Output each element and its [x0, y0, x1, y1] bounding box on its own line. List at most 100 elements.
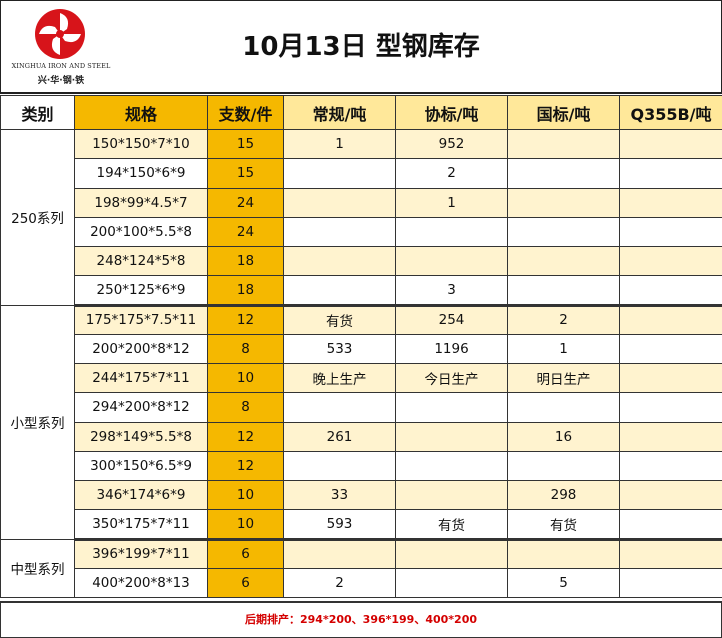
- regular-ton-cell: 533: [283, 333, 396, 365]
- category-cell: 中型系列: [0, 538, 75, 598]
- assoc-ton-cell: [395, 245, 508, 277]
- q355b-ton-cell: [619, 392, 722, 423]
- table-row: 244*175*7*11 10 晚上生产 今日生产 明日生产: [1, 362, 722, 394]
- column-header-national: 国标/吨: [507, 95, 620, 130]
- national-ton-cell: [507, 450, 620, 482]
- regular-ton-cell: 晚上生产: [283, 362, 396, 394]
- table-row: 198*99*4.5*7 24 1: [1, 187, 722, 218]
- regular-ton-cell: [283, 187, 396, 218]
- q355b-ton-cell: [619, 333, 722, 365]
- national-ton-cell: [507, 187, 620, 218]
- assoc-ton-cell: 2: [395, 158, 508, 189]
- regular-ton-cell: 有货: [283, 304, 396, 335]
- regular-ton-cell: 261: [283, 421, 396, 452]
- q355b-ton-cell: [619, 421, 722, 452]
- table-row: 200*200*8*12 8 533 1196 1: [1, 333, 722, 365]
- spec-cell: 248*124*5*8: [74, 245, 208, 277]
- assoc-ton-cell: 1: [395, 187, 508, 218]
- regular-ton-cell: 593: [283, 509, 396, 541]
- q355b-ton-cell: [619, 567, 722, 599]
- table-header-row: 类别 规格 支数/件 常规/吨 协标/吨 国标/吨 Q355B/吨: [0, 95, 722, 130]
- assoc-ton-cell: [395, 392, 508, 423]
- national-ton-cell: 明日生产: [507, 362, 620, 394]
- table-body: 250系列 150*150*7*10 15 1 952 194*150*6*9 15 2 198…: [0, 128, 722, 599]
- spec-cell: 200*200*8*12: [74, 333, 208, 365]
- qty-cell: 8: [207, 392, 284, 423]
- pinwheel-logo-icon: [35, 9, 85, 59]
- assoc-ton-cell: 3: [395, 275, 508, 307]
- national-ton-cell: 5: [507, 567, 620, 599]
- inventory-table: 类别 规格 支数/件 常规/吨 协标/吨 国标/吨 Q355B/吨 250系列 1…: [0, 95, 722, 599]
- spec-cell: 396*199*7*11: [74, 538, 208, 569]
- table-row: 350*175*7*11 10 593 有货 有货: [1, 509, 722, 541]
- spec-cell: 400*200*8*13: [74, 567, 208, 599]
- spec-cell: 200*100*5.5*8: [74, 216, 208, 248]
- q355b-ton-cell: [619, 128, 722, 160]
- column-header-regular: 常规/吨: [283, 95, 396, 130]
- regular-ton-cell: [283, 450, 396, 482]
- national-ton-cell: [507, 158, 620, 189]
- regular-ton-cell: [283, 275, 396, 307]
- assoc-ton-cell: 有货: [395, 509, 508, 541]
- q355b-ton-cell: [619, 479, 722, 511]
- qty-cell: 24: [207, 187, 284, 218]
- national-ton-cell: [507, 275, 620, 307]
- assoc-ton-cell: [395, 479, 508, 511]
- q355b-ton-cell: [619, 245, 722, 277]
- table-row: 194*150*6*9 15 2: [1, 158, 722, 189]
- column-header-assoc: 协标/吨: [395, 95, 508, 130]
- q355b-ton-cell: [619, 216, 722, 248]
- regular-ton-cell: [283, 245, 396, 277]
- brand-name-en: XINGHUA IRON AND STEEL: [11, 62, 111, 70]
- table-row: 346*174*6*9 10 33 298: [1, 479, 722, 511]
- category-cell: 小型系列: [0, 304, 75, 540]
- column-header-qty: 支数/件: [207, 95, 284, 130]
- table-row: 250系列 150*150*7*10 15 1 952: [0, 128, 722, 306]
- q355b-ton-cell: [619, 275, 722, 307]
- assoc-ton-cell: [395, 538, 508, 569]
- assoc-ton-cell: [395, 216, 508, 248]
- column-header-q355b: Q355B/吨: [619, 95, 722, 130]
- q355b-ton-cell: [619, 187, 722, 218]
- national-ton-cell: 16: [507, 421, 620, 452]
- assoc-ton-cell: [395, 567, 508, 599]
- category-cell: 250系列: [0, 129, 75, 306]
- qty-cell: 8: [207, 333, 284, 365]
- table-row: 294*200*8*12 8: [1, 392, 722, 423]
- qty-cell: 10: [207, 362, 284, 394]
- q355b-ton-cell: [619, 362, 722, 394]
- qty-cell: 15: [207, 158, 284, 189]
- spec-cell: 298*149*5.5*8: [74, 421, 208, 452]
- table-row: 400*200*8*13 6 2 5: [1, 567, 722, 599]
- regular-ton-cell: [283, 158, 396, 189]
- qty-cell: 18: [207, 275, 284, 307]
- spec-cell: 250*125*6*9: [74, 275, 208, 307]
- assoc-ton-cell: [395, 450, 508, 482]
- company-logo: XINGHUA IRON AND STEEL 兴·华·钢·铁: [5, 5, 117, 91]
- national-ton-cell: 2: [507, 304, 620, 335]
- qty-cell: 12: [207, 304, 284, 335]
- qty-cell: 15: [207, 128, 284, 160]
- assoc-ton-cell: 今日生产: [395, 362, 508, 394]
- assoc-ton-cell: 254: [395, 304, 508, 335]
- regular-ton-cell: [283, 216, 396, 248]
- qty-cell: 12: [207, 421, 284, 452]
- qty-cell: 12: [207, 450, 284, 482]
- national-ton-cell: [507, 392, 620, 423]
- q355b-ton-cell: [619, 304, 722, 335]
- spec-cell: 346*174*6*9: [74, 479, 208, 511]
- production-note: 后期排产：294*200、396*199、400*200: [0, 601, 722, 638]
- table-row: 250*125*6*9 18 3: [1, 275, 722, 307]
- regular-ton-cell: 33: [283, 479, 396, 511]
- national-ton-cell: [507, 216, 620, 248]
- spec-cell: 150*150*7*10: [74, 128, 208, 160]
- spec-cell: 294*200*8*12: [74, 392, 208, 423]
- table-row: 小型系列 175*175*7.5*11 12 有货 254 2: [0, 304, 722, 540]
- spec-cell: 244*175*7*11: [74, 362, 208, 394]
- national-ton-cell: [507, 245, 620, 277]
- qty-cell: 6: [207, 567, 284, 599]
- table-row: 200*100*5.5*8 24: [1, 216, 722, 248]
- q355b-ton-cell: [619, 450, 722, 482]
- spec-cell: 175*175*7.5*11: [74, 304, 208, 335]
